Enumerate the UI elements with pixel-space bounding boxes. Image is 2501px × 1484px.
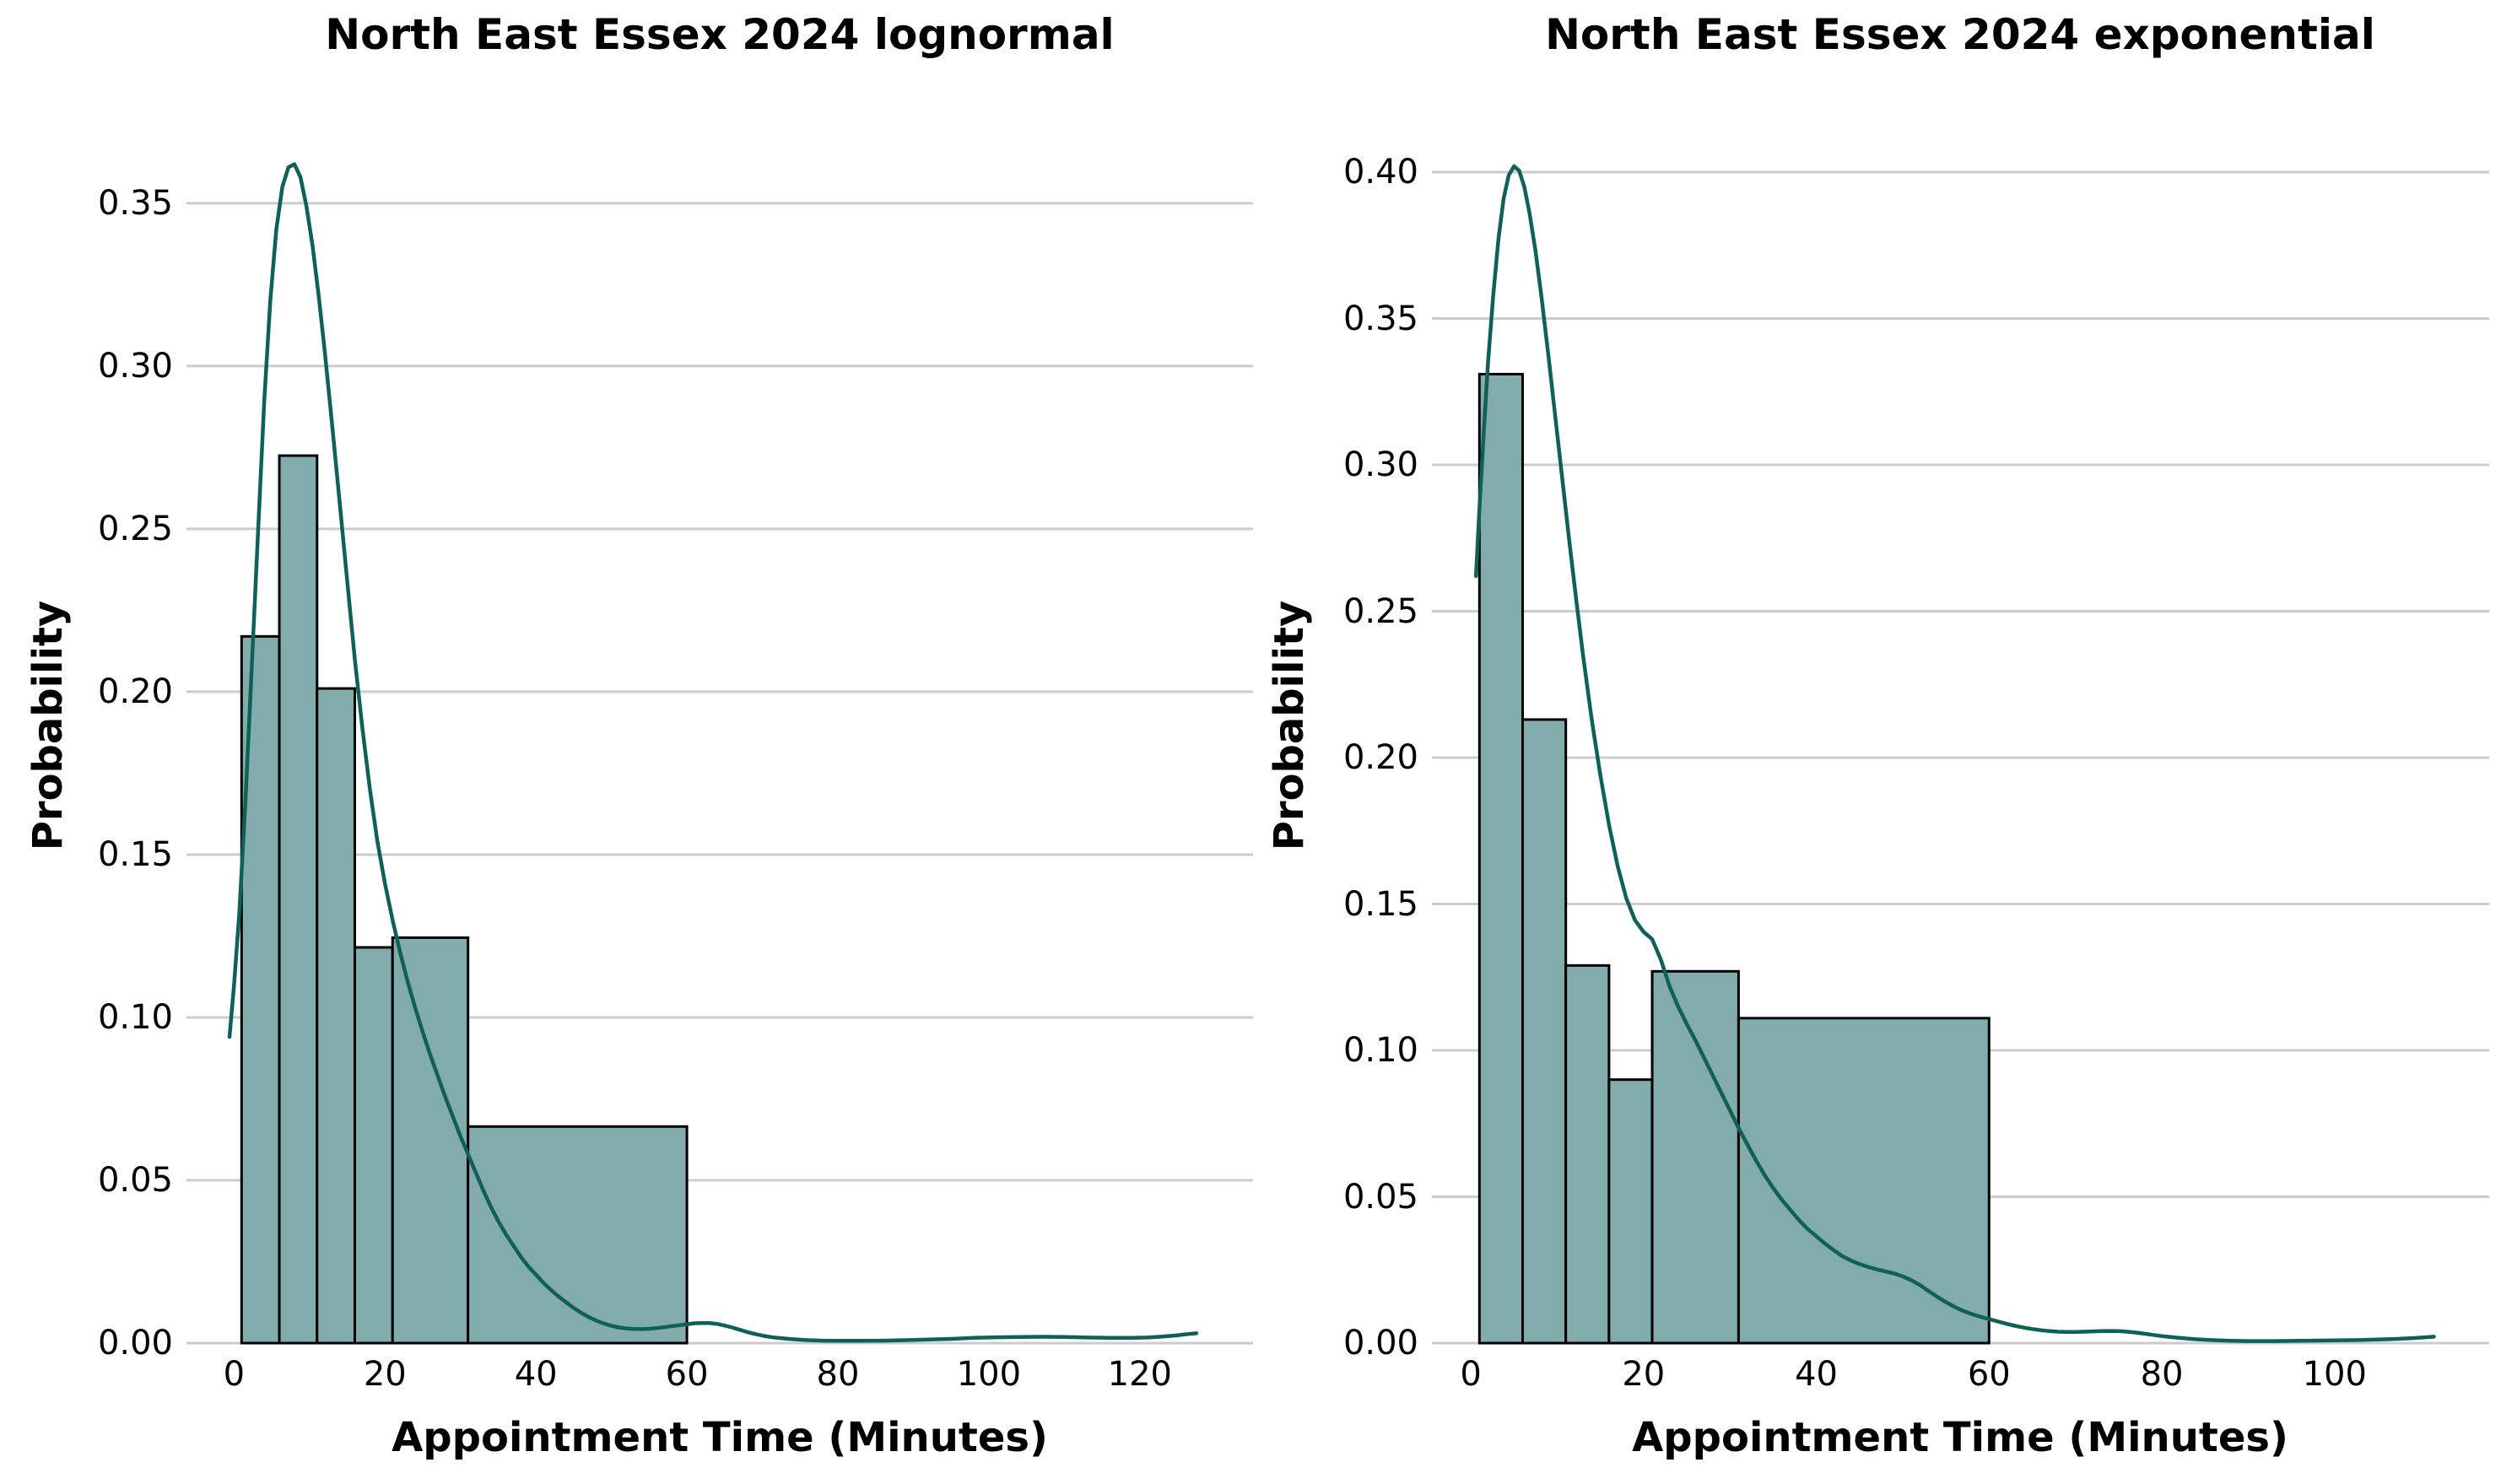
y-tick-label: 0.25: [97, 509, 173, 548]
y-tick-label: 0.05: [1342, 1177, 1418, 1217]
histogram-bar: [1650, 969, 1740, 1345]
y-tick-label: 0.00: [1342, 1324, 1418, 1363]
y-tick-label: 0.00: [97, 1324, 173, 1363]
x-tick-label: 20: [1622, 1355, 1666, 1394]
x-tick-label: 40: [1795, 1355, 1838, 1394]
histogram-bar: [1737, 1017, 1991, 1345]
x-tick-label: 0: [223, 1355, 246, 1394]
y-tick-label: 0.35: [97, 183, 173, 223]
y-tick-label: 0.30: [1342, 445, 1418, 485]
x-tick-label: 120: [1107, 1355, 1172, 1394]
x-tick-label: 40: [514, 1355, 558, 1394]
x-tick-label: 60: [1967, 1355, 2011, 1394]
kde-curve: [1473, 164, 2436, 1343]
histogram-bar: [391, 936, 470, 1345]
chart-title-lognormal: North East Essex 2024 lognormal: [325, 10, 1115, 59]
y-tick-label: 0.25: [1342, 591, 1418, 631]
y-tick-label: 0.20: [1342, 738, 1418, 778]
y-tick-label: 0.15: [1342, 884, 1418, 924]
histogram-bar: [1521, 718, 1568, 1345]
y-tick-label: 0.35: [1342, 299, 1418, 338]
y-tick-label: 0.05: [97, 1160, 173, 1200]
x-tick-label: 100: [2302, 1355, 2367, 1394]
y-axis-label-right: Probability: [1266, 600, 1313, 851]
y-tick-label: 0.40: [1342, 153, 1418, 192]
kde-curve: [227, 162, 1199, 1343]
x-tick-label: 0: [1460, 1355, 1482, 1394]
y-tick-label: 0.10: [97, 997, 173, 1037]
y-tick-label: 0.10: [1342, 1031, 1418, 1070]
x-tick-label: 60: [665, 1355, 709, 1394]
x-axis-label-left: Appointment Time (Minutes): [392, 1414, 1048, 1461]
histogram-bar: [278, 454, 319, 1345]
histogram-bar: [1607, 1078, 1654, 1345]
x-tick-label: 80: [816, 1355, 860, 1394]
x-tick-label: 100: [956, 1355, 1022, 1394]
y-tick-label: 0.15: [97, 834, 173, 874]
histogram-bar: [1477, 372, 1524, 1345]
y-axis-label-left: Probability: [24, 600, 72, 851]
x-axis-label-right: Appointment Time (Minutes): [1632, 1414, 2288, 1461]
histogram-bar: [240, 634, 281, 1345]
x-tick-label: 20: [363, 1355, 407, 1394]
histogram-bar: [1564, 963, 1611, 1345]
y-tick-label: 0.30: [97, 346, 173, 386]
histogram-bar: [353, 946, 394, 1345]
x-tick-label: 80: [2140, 1355, 2184, 1394]
histogram-bar: [316, 687, 356, 1345]
y-tick-label: 0.20: [97, 672, 173, 711]
chart-title-exponential: North East Essex 2024 exponential: [1545, 10, 2375, 59]
